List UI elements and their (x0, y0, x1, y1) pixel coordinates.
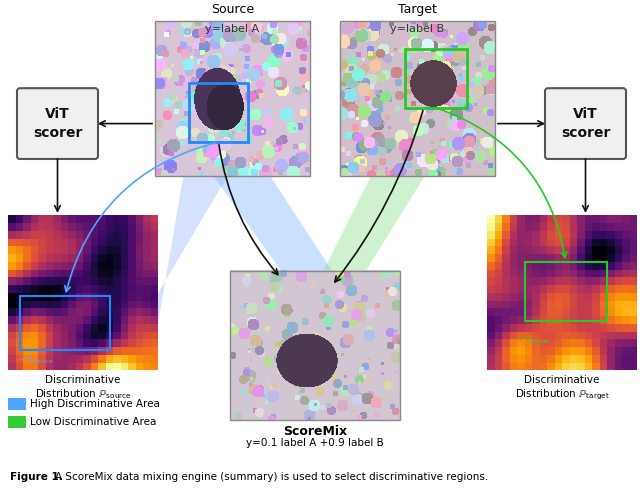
Text: $\sim\mathbb{P}_{\mathrm{target}}$: $\sim\mathbb{P}_{\mathrm{target}}$ (514, 335, 550, 347)
Bar (155, 21, 310, 176)
Text: A ScoreMix data mixing engine (summary) is used to select discriminative regions: A ScoreMix data mixing engine (summary) … (55, 472, 488, 482)
Text: ViT
scorer: ViT scorer (561, 107, 610, 140)
Bar (8, 416, 26, 428)
Text: $\sim\mathbb{P}_{\mathrm{source}}$: $\sim\mathbb{P}_{\mathrm{source}}$ (15, 355, 53, 366)
Polygon shape (189, 142, 332, 271)
Bar (8, 399, 26, 410)
Text: Target: Target (398, 3, 437, 16)
FancyBboxPatch shape (545, 88, 626, 159)
Text: y=label A: y=label A (205, 25, 260, 34)
Text: Discriminative: Discriminative (524, 375, 600, 385)
Text: ScoreMix: ScoreMix (283, 425, 347, 438)
Text: Distribution $\mathbb{P}_{\mathrm{target}}$: Distribution $\mathbb{P}_{\mathrm{target… (515, 387, 609, 401)
Text: Discriminative: Discriminative (45, 375, 121, 385)
Text: Low Discriminative Area: Low Discriminative Area (30, 417, 156, 427)
FancyBboxPatch shape (17, 88, 98, 159)
Bar (525, 262, 607, 321)
Text: y=label B: y=label B (390, 25, 445, 34)
Polygon shape (323, 108, 467, 271)
Text: Source: Source (211, 3, 254, 16)
Text: Distribution $\mathbb{P}_{\mathrm{source}}$: Distribution $\mathbb{P}_{\mathrm{source… (35, 387, 131, 401)
Bar (405, 49, 467, 108)
Bar (189, 83, 248, 142)
Bar (340, 21, 495, 176)
Bar (20, 296, 110, 350)
Text: High Discriminative Area: High Discriminative Area (30, 400, 160, 409)
Bar (230, 271, 400, 420)
Text: ViT
scorer: ViT scorer (33, 107, 82, 140)
Text: Figure 1.: Figure 1. (10, 472, 63, 482)
Polygon shape (158, 142, 248, 324)
Text: y=0.1 label A +0.9 label B: y=0.1 label A +0.9 label B (246, 438, 384, 448)
